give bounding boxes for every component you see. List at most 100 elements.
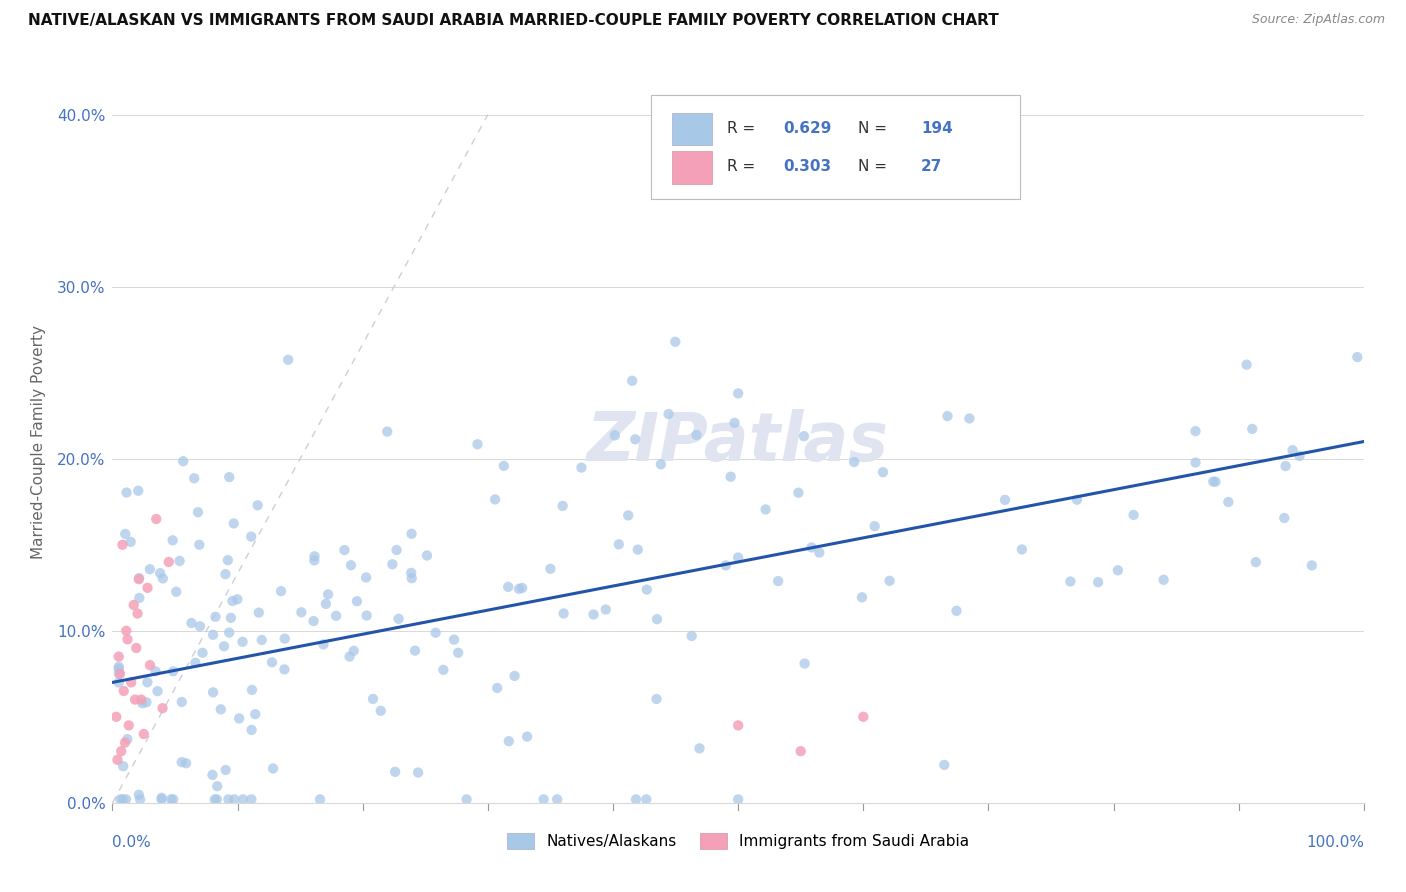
Point xyxy=(375,425,398,439)
Point xyxy=(111,538,134,552)
Point xyxy=(1244,555,1267,569)
Point xyxy=(250,632,273,647)
Point xyxy=(727,386,749,401)
Point xyxy=(136,675,159,690)
Point xyxy=(595,602,617,616)
Point xyxy=(1236,358,1258,372)
Point xyxy=(132,727,155,741)
Point xyxy=(277,352,299,367)
Point xyxy=(180,615,202,630)
Point xyxy=(727,550,749,565)
Point xyxy=(129,692,152,706)
Point xyxy=(152,701,174,715)
Point xyxy=(274,632,297,646)
Point xyxy=(399,566,422,580)
Bar xyxy=(672,151,711,184)
Point xyxy=(188,538,211,552)
Point xyxy=(117,732,139,747)
Point xyxy=(790,744,813,758)
Point xyxy=(723,416,745,430)
Point xyxy=(551,499,574,513)
Point xyxy=(508,582,530,596)
Point xyxy=(361,692,384,706)
Point xyxy=(546,792,568,806)
Point xyxy=(645,612,668,626)
Point xyxy=(1346,350,1368,364)
Point xyxy=(204,792,226,806)
Point xyxy=(191,646,214,660)
Point xyxy=(273,662,295,676)
Point xyxy=(664,334,686,349)
Point xyxy=(456,792,478,806)
Point xyxy=(131,696,153,710)
Point xyxy=(1011,542,1033,557)
Point xyxy=(571,460,593,475)
Point xyxy=(110,792,132,806)
Point xyxy=(516,730,538,744)
Point xyxy=(510,581,533,595)
Point xyxy=(852,710,875,724)
Point xyxy=(1288,449,1310,463)
Point xyxy=(120,675,142,690)
Point xyxy=(240,792,263,806)
Point xyxy=(302,614,325,628)
Point xyxy=(645,692,668,706)
Point xyxy=(333,543,356,558)
Point xyxy=(172,454,194,468)
Point xyxy=(1218,495,1240,509)
Point xyxy=(202,628,225,642)
Point xyxy=(934,757,956,772)
Point xyxy=(863,519,886,533)
Point xyxy=(128,571,150,585)
Point xyxy=(1204,475,1226,489)
Point xyxy=(689,741,711,756)
Point xyxy=(115,624,138,638)
Point xyxy=(808,546,831,560)
Point xyxy=(165,584,187,599)
Point xyxy=(498,734,520,748)
Point xyxy=(727,792,749,806)
Point xyxy=(607,537,630,551)
Point xyxy=(416,549,439,563)
Point xyxy=(370,704,392,718)
Point xyxy=(685,428,707,442)
Point xyxy=(304,553,326,567)
Point xyxy=(755,502,778,516)
Text: N =: N = xyxy=(858,160,893,175)
Point xyxy=(115,792,138,806)
Point xyxy=(135,695,157,709)
Point xyxy=(245,707,267,722)
Point xyxy=(582,607,605,622)
Point xyxy=(169,554,191,568)
Point xyxy=(162,792,184,806)
Point xyxy=(270,584,292,599)
Point xyxy=(384,764,406,779)
Point xyxy=(240,723,263,737)
Point xyxy=(425,625,447,640)
Point xyxy=(183,471,205,485)
Point xyxy=(215,763,238,777)
Point xyxy=(146,684,169,698)
Point xyxy=(1107,563,1129,577)
Point xyxy=(162,533,184,548)
Point xyxy=(401,571,423,585)
Text: R =: R = xyxy=(727,121,761,136)
Point xyxy=(503,669,526,683)
Point xyxy=(262,762,284,776)
Point xyxy=(174,756,197,771)
Point xyxy=(170,695,193,709)
Point xyxy=(117,632,139,647)
Point xyxy=(188,619,211,633)
Point xyxy=(787,485,810,500)
Point xyxy=(221,594,243,608)
Point xyxy=(793,657,815,671)
Point xyxy=(219,611,242,625)
Point xyxy=(627,542,650,557)
Point xyxy=(538,562,561,576)
Point xyxy=(128,572,150,586)
Point xyxy=(681,629,703,643)
Point xyxy=(150,790,173,805)
Point xyxy=(467,437,489,451)
Point xyxy=(316,587,339,601)
Point xyxy=(356,608,378,623)
